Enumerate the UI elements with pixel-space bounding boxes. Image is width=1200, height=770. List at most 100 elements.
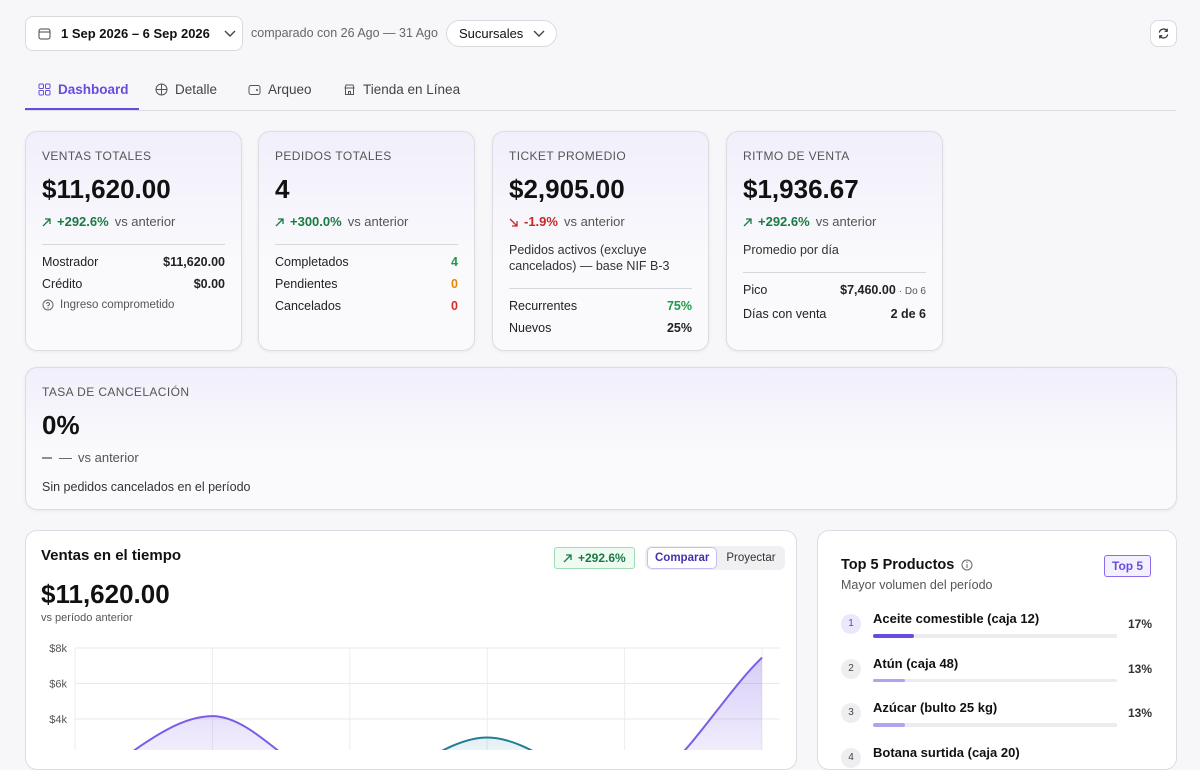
mode-toggle: Comparar Proyectar: [645, 546, 785, 570]
top-badge: Top 5: [1104, 555, 1152, 577]
mode-button[interactable]: Proyectar: [726, 552, 776, 564]
tab[interactable]: Tienda en Línea: [343, 82, 460, 97]
kpi-description: Sin pedidos cancelados en el período: [42, 480, 251, 494]
row-label: Crédito: [42, 277, 83, 291]
delta-value: —: [59, 450, 72, 465]
kpi-description: Pedidos activos (excluye cancelados) — b…: [509, 243, 670, 273]
y-tick-label: $4k: [49, 714, 67, 726]
row-detail: · Do 6: [898, 286, 926, 297]
row-value: $0.00: [194, 273, 225, 295]
refresh-button[interactable]: [1150, 20, 1177, 47]
row-value: $7,460.00 · Do 6: [840, 279, 926, 303]
kpi-row: Nuevos 25%: [509, 317, 692, 339]
row-label: Mostrador: [42, 255, 99, 269]
row-label: Pico: [743, 283, 768, 297]
kpi-delta: +300.0% vs anterior: [275, 214, 458, 230]
trend-icon-svg: [42, 217, 51, 226]
divider: [509, 288, 692, 289]
kpi-label: RITMO DE VENTA: [743, 149, 850, 163]
kpi-row: Crédito $0.00: [42, 273, 225, 295]
tab-icon-svg: [344, 84, 355, 95]
share-track: [873, 634, 1117, 638]
trend-icon-svg: [275, 217, 284, 226]
tab-icon-svg: [248, 85, 261, 95]
series-area: [443, 737, 531, 750]
divider: [743, 272, 926, 273]
kpi-delta: +292.6% vs anterior: [42, 214, 225, 230]
trend-icon-svg: [509, 218, 518, 227]
row-label: Pendientes: [275, 277, 338, 291]
tab[interactable]: Dashboard: [38, 82, 129, 97]
kpi-value: 4: [275, 174, 290, 204]
flat-icon: [42, 457, 52, 459]
kpi-value: $1,936.67: [743, 174, 859, 204]
row-label: Días con venta: [743, 307, 827, 321]
growth-badge: +292.6%: [554, 547, 635, 569]
delta-value: +292.6%: [57, 214, 109, 229]
kpi-row: Completados 4: [275, 251, 458, 273]
calendar-icon: [38, 28, 51, 40]
series-area: [134, 657, 762, 750]
tab-label: Detalle: [175, 82, 218, 97]
share-label: 17%: [1127, 617, 1152, 631]
row-value-text: 0: [451, 299, 458, 313]
row-value-text: 2 de 6: [890, 307, 926, 321]
divider: [275, 244, 458, 245]
tab[interactable]: Arqueo: [248, 82, 312, 97]
kpi-description: Promedio por día: [743, 243, 839, 257]
mode-button[interactable]: Comparar: [647, 547, 718, 569]
page: 1 Sep 2026 – 6 Sep 2026 comparado con 26…: [25, 16, 1177, 770]
row-value: $11,620.00: [163, 251, 225, 273]
row-value-text: 0: [451, 277, 458, 291]
trend-icon: [275, 217, 284, 227]
delta-suffix: vs anterior: [78, 450, 139, 465]
rank-badge: 1: [841, 614, 861, 634]
share-bar: [873, 723, 905, 727]
row-label: Cancelados: [275, 299, 342, 313]
delta-suffix: vs anterior: [114, 214, 176, 229]
kpi-label: PEDIDOS TOTALES: [275, 149, 392, 163]
comparison: comparado con 26 Ago — 31 Ago: [251, 26, 438, 40]
row-value-text: $7,460.00: [840, 283, 896, 297]
kpi-note: Ingreso comprometido: [42, 299, 225, 311]
tab-label: Arqueo: [268, 82, 312, 97]
product-name: Azúcar (bulto 25 kg): [873, 700, 998, 715]
row-label: Completados: [275, 255, 349, 269]
delta-value: +300.0%: [290, 214, 342, 229]
kpi-card: TICKET PROMEDIO $2,905.00 -1.9% vs anterior…: [492, 131, 709, 351]
kpi-card: VENTAS TOTALES $11,620.00 +292.6% vs anteri…: [25, 131, 242, 351]
kpi-row: Cancelados 0: [275, 295, 458, 317]
tab-icon-svg: [155, 83, 168, 96]
trend-icon: [42, 217, 51, 227]
title-text: Top 5 Productos: [841, 557, 955, 573]
delta-suffix: vs anterior: [563, 214, 625, 229]
share-track: [873, 723, 1117, 727]
row-value: 0: [451, 273, 458, 295]
delta-value: +292.6%: [758, 214, 810, 229]
share-bar: [873, 634, 915, 638]
chevron: [224, 30, 236, 37]
rank-badge: 2: [841, 658, 861, 679]
product-name: Atún (caja 48): [873, 655, 959, 671]
kpi-row: Recurrentes 75%: [509, 295, 692, 317]
tab[interactable]: Detalle: [155, 82, 217, 97]
share-label: 13%: [1127, 661, 1152, 676]
info-icon: [961, 559, 973, 571]
row-value-text: $11,620.00: [163, 255, 225, 269]
kpi-value: $2,905.00: [509, 174, 625, 204]
branch-filter[interactable]: Sucursales: [446, 20, 557, 47]
row-value-text: 25%: [666, 321, 692, 335]
share-track: [873, 678, 1117, 682]
tab-label: Dashboard: [58, 82, 129, 97]
trend-icon: [743, 217, 752, 227]
delta-suffix: vs anterior: [815, 214, 877, 229]
kpi-card: PEDIDOS TOTALES 4 +300.0% vs anterior Comple…: [258, 131, 475, 351]
y-tick-label: $6k: [49, 679, 67, 691]
row-label: Nuevos: [509, 321, 552, 335]
kpi-row: Pendientes 0: [275, 273, 458, 295]
tab-label: Tienda en Línea: [363, 82, 461, 97]
share-label: 13%: [1127, 706, 1152, 720]
tab-icon-svg: [38, 83, 51, 96]
date-range-picker[interactable]: 1 Sep 2026 – 6 Sep 2026: [25, 16, 243, 51]
row-value: 0: [451, 295, 458, 317]
